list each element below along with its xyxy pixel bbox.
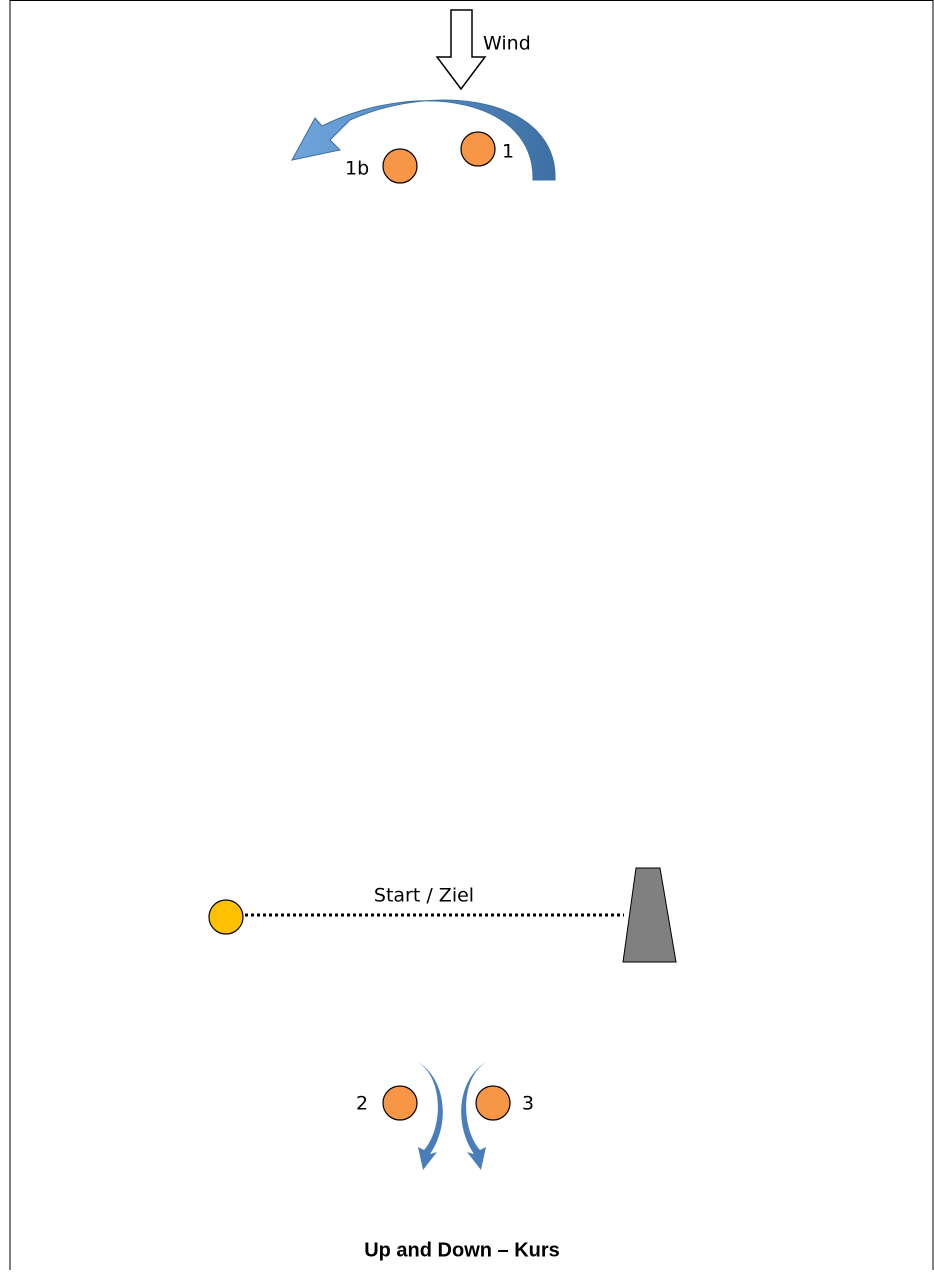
mark-label: 1	[502, 141, 514, 163]
rounding-arrow	[291, 99, 556, 181]
mark	[460, 131, 496, 167]
gate-arrow	[461, 1062, 486, 1170]
mark	[382, 148, 418, 184]
gate-arrow	[418, 1062, 443, 1170]
mark-label: 3	[522, 1093, 534, 1115]
committee-boat	[622, 867, 677, 963]
line-label: Start / Ziel	[374, 885, 474, 907]
mark-label: 2	[356, 1093, 368, 1115]
title: Up and Down – Kurs	[364, 1239, 560, 1261]
border	[9, 0, 934, 1274]
start-buoy	[208, 899, 244, 935]
mark	[382, 1085, 418, 1121]
mark-label: 1b	[345, 158, 369, 180]
wind-label: Wind	[483, 33, 531, 55]
wind-arrow	[435, 9, 487, 91]
mark	[475, 1085, 511, 1121]
